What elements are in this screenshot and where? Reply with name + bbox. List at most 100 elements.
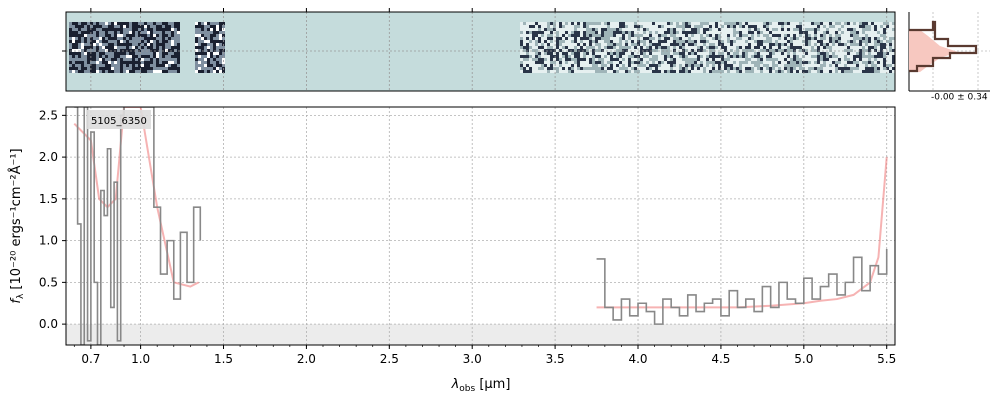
spectrum-2d-pixel (676, 28, 679, 31)
spectrum-2d-pixel (883, 37, 886, 40)
spectrum-2d-pixel (769, 40, 772, 43)
spectrum-2d-pixel (772, 34, 775, 37)
spectrum-2d-pixel (745, 52, 748, 55)
spectrum-2d-pixel (625, 67, 628, 70)
spectrum-2d-pixel (652, 67, 655, 70)
spectrum-2d-pixel (162, 67, 165, 70)
spectrum-2d-pixel (84, 25, 87, 28)
spectrum-2d-pixel (787, 25, 790, 28)
spectrum-2d-pixel (670, 31, 673, 34)
spectrum-2d-pixel (796, 28, 799, 31)
spectrum-2d-pixel (93, 67, 96, 70)
spectrum-2d-pixel (216, 46, 219, 49)
spectrum-2d-pixel (535, 22, 538, 25)
spectrum-2d-pixel (523, 61, 526, 64)
spectrum-2d-pixel (805, 70, 808, 73)
spectrum-2d-pixel (700, 40, 703, 43)
spectrum-2d-pixel (622, 28, 625, 31)
spectrum-2d-pixel (874, 43, 877, 46)
spectrum-2d-pixel (712, 61, 715, 64)
spectrum-2d-pixel (565, 61, 568, 64)
spectrum-2d-pixel (823, 49, 826, 52)
spectrum-2d-pixel (586, 58, 589, 61)
x-tick-label: 3.0 (463, 352, 482, 366)
spectrum-2d-pixel (835, 49, 838, 52)
spectrum-2d-pixel (111, 64, 114, 67)
spectrum-2d-pixel (754, 28, 757, 31)
spectrum-2d-pixel (577, 31, 580, 34)
spectrum-2d-pixel (69, 31, 72, 34)
spectrum-2d-pixel (550, 58, 553, 61)
spectrum-2d-pixel (859, 46, 862, 49)
spectrum-2d-pixel (204, 70, 207, 73)
spectrum-2d-pixel (141, 52, 144, 55)
spectrum-2d-pixel (835, 25, 838, 28)
spectrum-2d-pixel (69, 55, 72, 58)
spectrum-2d-pixel (715, 28, 718, 31)
spectrum-2d-pixel (679, 64, 682, 67)
spectrum-2d-pixel (162, 58, 165, 61)
spectrum-2d-pixel (126, 64, 129, 67)
spectrum-2d-pixel (538, 61, 541, 64)
spectrum-2d-pixel (889, 25, 892, 28)
spectrum-2d-pixel (72, 25, 75, 28)
spectrum-2d-pixel (520, 34, 523, 37)
spectrum-2d-pixel (625, 61, 628, 64)
spectrum-2d-pixel (712, 46, 715, 49)
spectrum-2d-pixel (652, 46, 655, 49)
spectrum-2d-pixel (724, 22, 727, 25)
spectrum-2d-pixel (844, 34, 847, 37)
spectrum-2d-pixel (204, 25, 207, 28)
spectrum-2d-pixel (841, 34, 844, 37)
spectrum-2d-pixel (613, 49, 616, 52)
spectrum-2d-pixel (667, 61, 670, 64)
spectrum-2d-pixel (631, 67, 634, 70)
spectrum-2d-pixel (111, 43, 114, 46)
spectrum-2d-pixel (583, 70, 586, 73)
spectrum-2d-pixel (679, 58, 682, 61)
spectrum-2d-pixel (583, 22, 586, 25)
spectrum-2d-pixel (853, 28, 856, 31)
spectrum-2d-pixel (129, 43, 132, 46)
spectrum-2d-pixel (868, 40, 871, 43)
spectrum-2d-pixel (568, 37, 571, 40)
spectrum-2d-pixel (526, 46, 529, 49)
spectrum-2d-pixel (775, 58, 778, 61)
spectrum-2d-pixel (93, 70, 96, 73)
spectrum-2d-pixel (177, 58, 180, 61)
spectrum-2d-pixel (174, 55, 177, 58)
spectrum-2d-pixel (610, 43, 613, 46)
spectrum-2d-pixel (661, 34, 664, 37)
spectrum-2d-pixel (90, 28, 93, 31)
spectrum-2d-pixel (135, 31, 138, 34)
spectrum-2d-pixel (96, 25, 99, 28)
spectrum-2d-pixel (859, 55, 862, 58)
spectrum-2d-pixel (778, 70, 781, 73)
spectrum-2d-pixel (141, 49, 144, 52)
spectrum-2d-pixel (841, 25, 844, 28)
spectrum-2d-pixel (730, 55, 733, 58)
spectrum-2d-pixel (658, 61, 661, 64)
spectrum-2d-pixel (171, 49, 174, 52)
spectrum-2d-pixel (601, 25, 604, 28)
spectrum-2d-pixel (874, 28, 877, 31)
spectrum-2d-pixel (763, 49, 766, 52)
spectrum-2d-pixel (150, 52, 153, 55)
spectrum-2d-pixel (646, 46, 649, 49)
spectrum-2d-pixel (526, 40, 529, 43)
spectrum-2d-pixel (631, 43, 634, 46)
spectrum-2d-pixel (216, 70, 219, 73)
spectrum-2d-pixel (538, 22, 541, 25)
spectrum-2d-pixel (174, 22, 177, 25)
spectrum-2d-pixel (532, 61, 535, 64)
spectrum-2d-pixel (853, 31, 856, 34)
spectrum-2d-pixel (727, 43, 730, 46)
spectrum-2d-pixel (168, 55, 171, 58)
spectrum-2d-pixel (111, 67, 114, 70)
spectrum-2d-pixel (69, 61, 72, 64)
model-lines (73, 107, 888, 309)
spectrum-2d-pixel (610, 22, 613, 25)
spectrum-2d-pixel (568, 67, 571, 70)
spectrum-2d-pixel (207, 40, 210, 43)
spectrum-2d-pixel (856, 40, 859, 43)
